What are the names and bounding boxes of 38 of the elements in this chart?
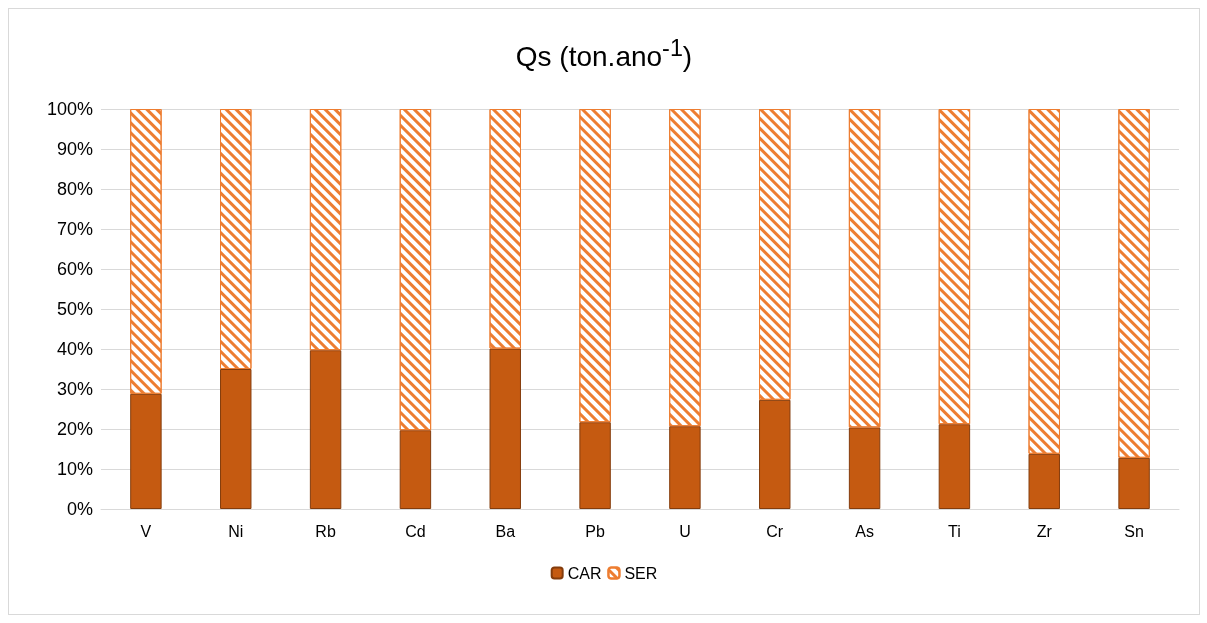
bar [938, 424, 971, 509]
bar [309, 350, 342, 509]
bar [489, 348, 521, 509]
x-tick-label: As [855, 522, 874, 540]
y-tick-label: 70% [56, 219, 93, 239]
bar [130, 393, 162, 509]
bar [1028, 453, 1060, 509]
x-tick-label: Rb [315, 522, 336, 540]
y-tick-label: 10% [56, 459, 93, 479]
y-tick-label: 20% [56, 419, 93, 439]
x-tick-label: U [679, 522, 691, 540]
bar [669, 426, 701, 509]
bar [220, 369, 252, 509]
bar [399, 430, 432, 509]
y-tick-label: 90% [56, 139, 93, 159]
y-tick-label: 50% [56, 299, 93, 319]
x-tick-label: Cr [766, 522, 784, 540]
y-tick-label: 0% [66, 499, 93, 519]
y-tick-label: 60% [56, 259, 93, 279]
x-tick-label: Ba [495, 522, 516, 540]
bar [1118, 457, 1150, 509]
y-tick-label: 30% [56, 379, 93, 399]
x-tick-label: Ni [228, 522, 244, 540]
bar [848, 427, 881, 509]
bar [759, 399, 791, 509]
y-tick-label: 40% [56, 339, 93, 359]
x-tick-label: V [140, 522, 152, 540]
y-tick-label: 80% [56, 179, 93, 199]
legend-label: CAR [567, 564, 602, 582]
x-tick-label: Ti [948, 522, 961, 540]
y-tick-label: 100% [46, 99, 93, 119]
bar [579, 422, 611, 509]
x-tick-label: Pb [585, 522, 605, 540]
x-tick-label: Sn [1124, 522, 1144, 540]
x-tick-label: Cd [405, 522, 426, 540]
chart-title: Qs (ton.ano$^{-1}$) [514, 35, 694, 74]
x-tick-label: Zr [1036, 522, 1053, 540]
legend-label: SER [624, 564, 658, 582]
